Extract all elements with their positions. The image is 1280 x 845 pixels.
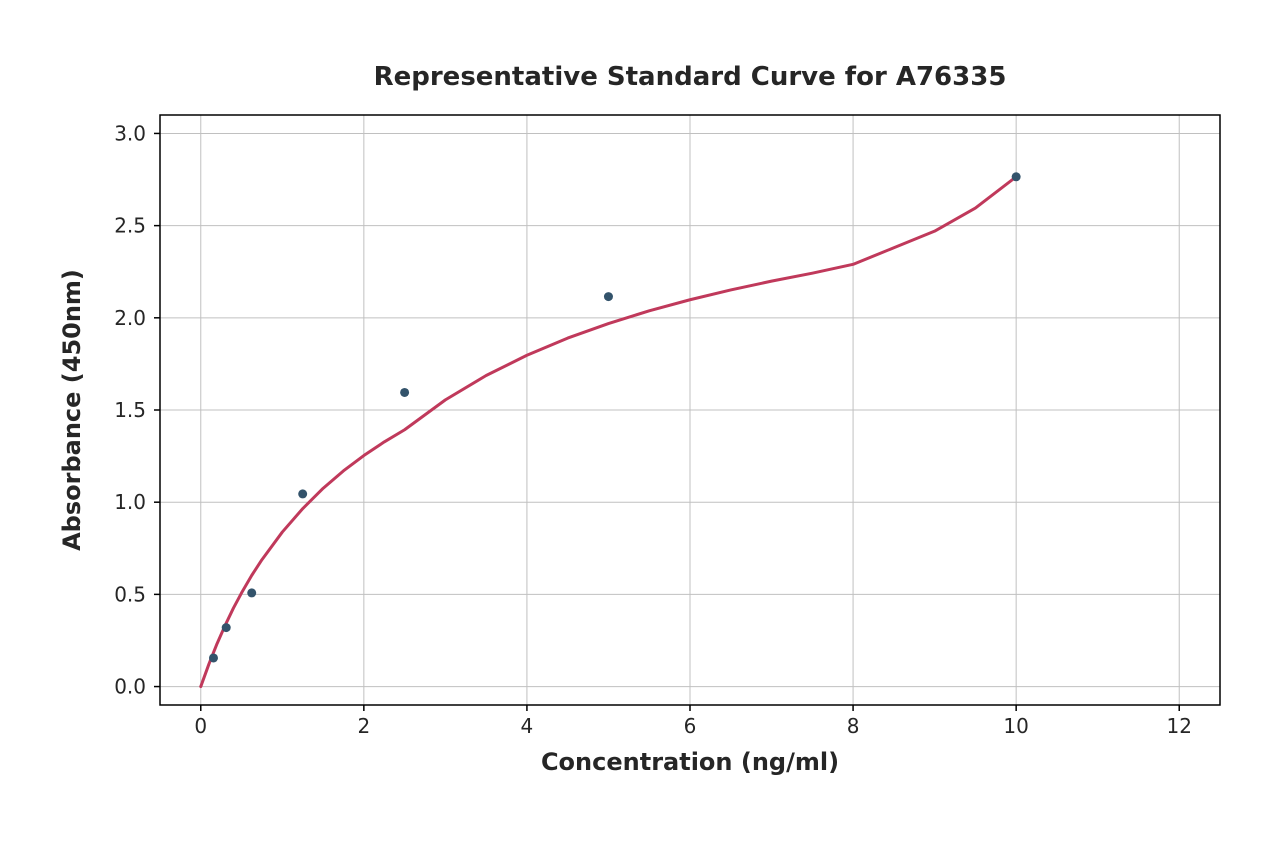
x-tick-label: 10 (1003, 714, 1028, 738)
y-tick-label: 2.5 (114, 214, 146, 238)
y-tick-label: 0.5 (114, 582, 146, 606)
x-tick-label: 4 (521, 714, 534, 738)
x-tick-label: 2 (357, 714, 370, 738)
standard-curve-chart: 0 2 4 6 8 10 12 0.0 0.5 1.0 1.5 2.0 2.5 3.0 Concentrat… (0, 0, 1280, 845)
x-tick-label: 8 (847, 714, 860, 738)
data-point (400, 388, 409, 397)
x-axis-label: Concentration (ng/ml) (541, 748, 839, 776)
y-tick-label: 0.0 (114, 675, 146, 699)
data-point (604, 292, 613, 301)
data-point (209, 653, 218, 662)
x-tick-label: 12 (1167, 714, 1192, 738)
chart-container: 0 2 4 6 8 10 12 0.0 0.5 1.0 1.5 2.0 2.5 3.0 Concentrat… (0, 0, 1280, 845)
data-point (1012, 172, 1021, 181)
data-point (247, 588, 256, 597)
y-tick-label: 1.5 (114, 398, 146, 422)
chart-title: Representative Standard Curve for A76335 (374, 62, 1007, 92)
y-tick-label: 2.0 (114, 306, 146, 330)
x-tick-label: 0 (194, 714, 207, 738)
data-point (298, 489, 307, 498)
y-tick-label: 3.0 (114, 121, 146, 145)
y-tick-label: 1.0 (114, 490, 146, 514)
data-point (222, 623, 231, 632)
y-axis-label: Absorbance (450nm) (58, 269, 86, 551)
x-tick-label: 6 (684, 714, 697, 738)
